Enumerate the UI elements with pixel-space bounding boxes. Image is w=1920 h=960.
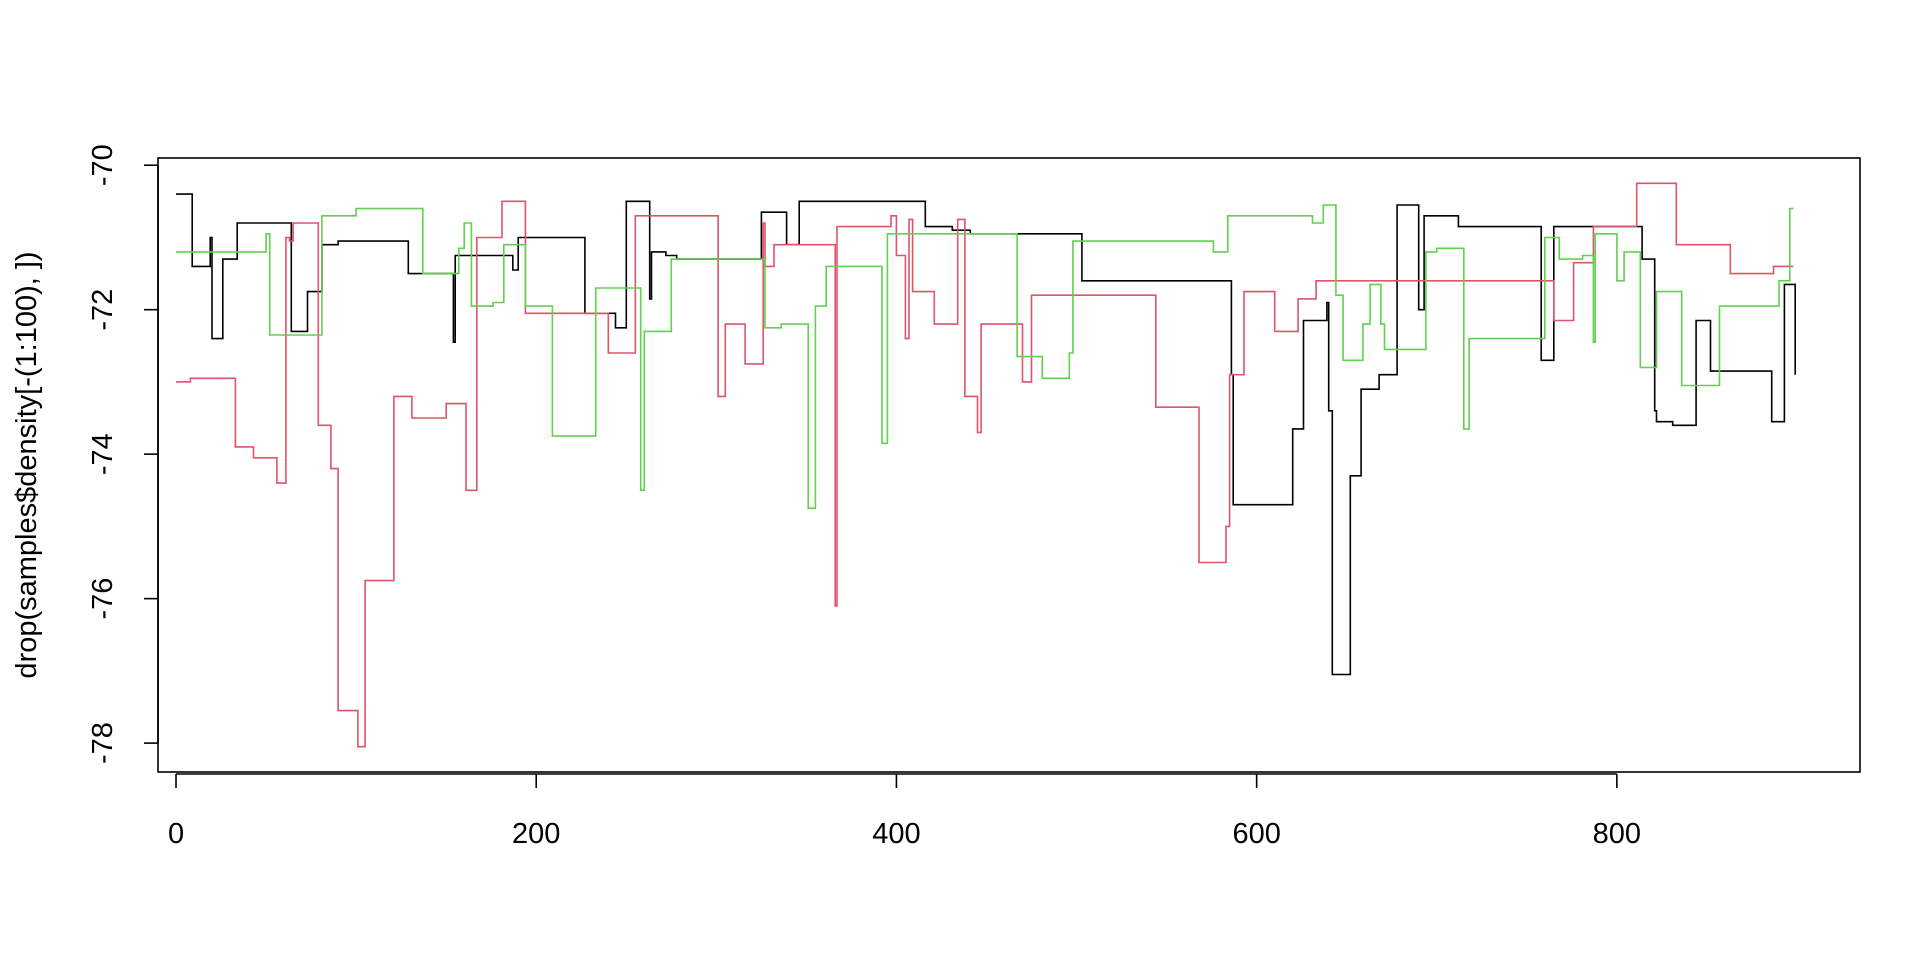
x-tick-label: 400 bbox=[872, 818, 920, 850]
series-line-2 bbox=[176, 182, 1794, 748]
y-tick-label: -70 bbox=[87, 144, 119, 186]
y-axis: -70 -72 -74 -76 -78 bbox=[87, 144, 159, 764]
plot-frame bbox=[157, 157, 1861, 773]
x-axis: 0 200 400 600 800 bbox=[168, 773, 1641, 850]
y-tick-label: -74 bbox=[87, 433, 119, 475]
series-layer bbox=[176, 182, 1796, 748]
y-tick-label: -72 bbox=[87, 289, 119, 331]
x-tick-label: 200 bbox=[512, 818, 560, 850]
x-tick-label: 600 bbox=[1232, 818, 1280, 850]
series-line-3 bbox=[176, 204, 1794, 510]
series-line-1 bbox=[176, 193, 1796, 676]
y-axis-title: drop(samples$density[-(1:100), ]) bbox=[11, 251, 43, 678]
y-tick-label: -76 bbox=[87, 578, 119, 620]
x-tick-label: 0 bbox=[168, 818, 184, 850]
x-tick-label: 800 bbox=[1593, 818, 1641, 850]
y-tick-label: -78 bbox=[87, 722, 119, 764]
